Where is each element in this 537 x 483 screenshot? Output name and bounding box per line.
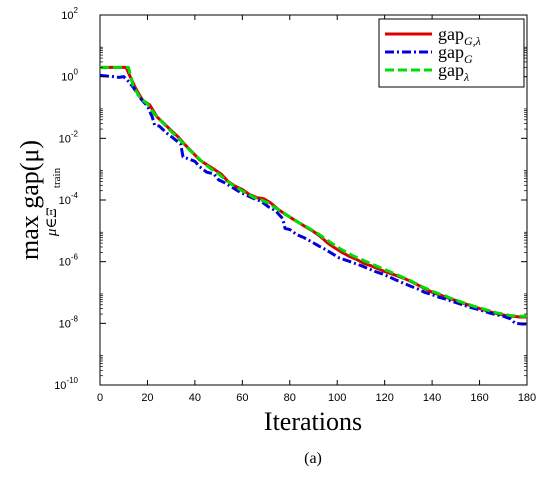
legend-label: gapG,λ — [438, 24, 481, 48]
series-line-gap--2 — [100, 65, 527, 318]
x-tick-label: 140 — [423, 392, 441, 404]
x-tick-label: 40 — [189, 392, 201, 404]
y-tick-label: 10-6 — [59, 253, 79, 269]
x-tick-label: 80 — [284, 392, 296, 404]
y-axis-label-sub: μ∈Ξ — [44, 207, 60, 237]
legend-label: gapG — [438, 42, 473, 66]
series-layer — [99, 65, 527, 326]
y-tick-label: 100 — [61, 68, 78, 84]
legend-label: gapλ — [438, 60, 469, 84]
y-tick-label: 102 — [61, 6, 78, 22]
y-tick-label: 10-4 — [59, 191, 79, 207]
x-tick-label: 160 — [470, 392, 488, 404]
figure-caption: (a) — [304, 450, 322, 467]
y-tick-label: 10-10 — [54, 376, 78, 392]
y-axis-label: max gap(μ) μ∈Ξ train — [15, 140, 63, 260]
y-ticks: 10-10 10-8 10-6 10-4 10-2 100 102 — [54, 6, 527, 392]
x-axis-label: Iterations — [264, 407, 362, 436]
y-tick-label: 10-8 — [59, 314, 79, 330]
x-tick-label: 180 — [518, 392, 536, 404]
x-tick-label: 100 — [328, 392, 346, 404]
x-tick-label: 20 — [141, 392, 153, 404]
x-tick-label: 0 — [97, 392, 103, 404]
y-axis-label-main: max gap(μ) — [15, 140, 44, 260]
x-tick-label: 60 — [236, 392, 248, 404]
x-tick-label: 120 — [375, 392, 393, 404]
y-tick-label: 10-2 — [59, 129, 79, 145]
series-line-gap-g-1 — [99, 73, 527, 326]
x-ticks: 0 20 40 60 80 100 120 140 160 180 — [97, 15, 536, 404]
y-axis-label-subsub: train — [51, 167, 63, 188]
